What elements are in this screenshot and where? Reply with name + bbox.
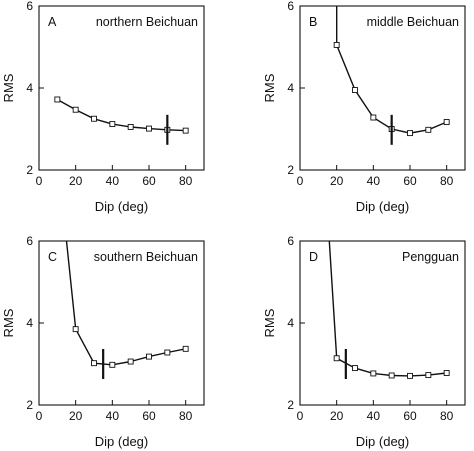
panel-d-x-tick-label: 40 xyxy=(367,409,381,423)
panel-a-y-tick-label: 4 xyxy=(26,81,33,95)
panel-d-y-axis-label: RMS xyxy=(262,308,277,337)
panel-d-x-tick-label: 0 xyxy=(297,409,304,423)
panel-d-data-point xyxy=(352,365,358,372)
panel-b-x-tick-label: 40 xyxy=(367,174,381,188)
panel-d: 0 20 40 60 80 2 4 6 D Pengguan Dip (deg) RMS xyxy=(262,234,466,449)
panel-d-ticks: 0 20 40 60 80 2 4 6 xyxy=(287,234,453,423)
panel-c-data-point xyxy=(109,361,116,368)
panel-c-letter: C xyxy=(48,250,57,264)
panel-d-rms-curve xyxy=(328,241,447,377)
panel-d-data-point xyxy=(425,372,432,379)
panel-a-data-point xyxy=(146,125,152,132)
panel-b-x-tick-label: 60 xyxy=(403,174,417,188)
panel-c-data-point xyxy=(164,349,171,356)
panel-c-title: southern Beichuan xyxy=(94,250,198,264)
panel-c-x-tick-label: 20 xyxy=(69,409,83,423)
panel-c: 0 20 40 60 80 2 4 6 C southern Beichuan Dip (de… xyxy=(1,234,205,449)
panel-a-y-axis-label: RMS xyxy=(1,73,16,102)
panel-c-ticks: 0 20 40 60 80 2 4 6 xyxy=(26,234,192,423)
panel-c-x-tick-label: 0 xyxy=(36,409,43,423)
panel-a-x-tick-label: 0 xyxy=(36,174,43,188)
panel-a-data-point xyxy=(72,106,79,113)
panel-b-y-tick-label: 4 xyxy=(287,81,294,95)
panel-c-y-tick-label: 6 xyxy=(26,234,33,248)
panel-b-letter: B xyxy=(309,15,317,29)
panel-c-x-tick-label: 60 xyxy=(142,409,156,423)
panel-b: 0 20 40 60 80 2 4 6 B middle Beichuan Dip (deg)… xyxy=(262,0,466,214)
panel-d-data-point xyxy=(333,355,340,362)
panel-c-series xyxy=(65,241,189,379)
panel-d-x-tick-label: 20 xyxy=(330,409,344,423)
panel-a-frame xyxy=(38,5,205,171)
panel-b-data-point xyxy=(370,114,377,121)
panel-b-x-axis-label: Dip (deg) xyxy=(356,199,409,214)
panel-a-ticks: 0 20 40 60 80 2 4 6 xyxy=(26,0,192,188)
panel-a-data-point xyxy=(54,96,61,103)
panel-b-rms-curve xyxy=(336,6,447,134)
panel-b-series xyxy=(333,6,450,145)
panel-a-data-point xyxy=(182,127,189,134)
panel-c-x-tick-label: 80 xyxy=(179,409,193,423)
panel-d-series xyxy=(328,241,450,379)
panel-c-x-tick-label: 40 xyxy=(106,409,120,423)
panel-d-title: Pengguan xyxy=(402,250,459,264)
panel-c-y-tick-label: 2 xyxy=(26,398,33,412)
panel-a-data-point xyxy=(127,123,134,130)
panel-a-letter: A xyxy=(48,15,57,29)
panel-d-data-point xyxy=(388,372,395,379)
panel-d-letter: D xyxy=(309,250,318,264)
panel-c-y-tick-label: 4 xyxy=(26,316,33,330)
panel-c-frame xyxy=(38,240,205,406)
panel-d-y-tick-label: 2 xyxy=(287,398,294,412)
panel-a-y-tick-label: 2 xyxy=(26,163,33,177)
panel-b-y-axis-label: RMS xyxy=(262,73,277,102)
panel-c-data-point xyxy=(127,358,134,365)
panel-b-frame xyxy=(299,5,466,171)
panel-a-data-point xyxy=(109,121,116,128)
panel-a-x-axis-label: Dip (deg) xyxy=(95,199,148,214)
panel-a-x-tick-label: 60 xyxy=(142,174,156,188)
panel-b-data-point xyxy=(425,126,432,133)
panel-d-x-tick-label: 60 xyxy=(403,409,417,423)
panel-c-data-point xyxy=(91,360,97,367)
panel-d-data-point xyxy=(443,370,450,376)
panel-b-x-tick-label: 80 xyxy=(440,174,454,188)
panel-b-ticks: 0 20 40 60 80 2 4 6 xyxy=(287,0,453,188)
panel-a-title: northern Beichuan xyxy=(96,15,198,29)
panel-c-data-point xyxy=(72,326,79,333)
panel-b-x-tick-label: 20 xyxy=(330,174,344,188)
panel-c-data-point xyxy=(182,345,189,352)
panel-b-title: middle Beichuan xyxy=(367,15,459,29)
panel-a: 0 20 40 60 80 2 4 6 A northern Beichuan Dip (de… xyxy=(1,0,205,214)
panel-b-data-point xyxy=(407,130,413,137)
panel-a-series xyxy=(54,96,189,145)
panel-a-rms-curve xyxy=(56,98,186,132)
panel-a-data-point xyxy=(91,115,97,122)
panel-d-y-tick-label: 6 xyxy=(287,234,294,248)
panel-a-x-tick-label: 80 xyxy=(179,174,193,188)
panel-b-data-point xyxy=(333,42,340,48)
panel-c-rms-curve xyxy=(65,241,186,366)
panel-c-x-axis-label: Dip (deg) xyxy=(95,434,148,449)
panel-d-frame xyxy=(299,240,466,406)
panel-b-x-tick-label: 0 xyxy=(297,174,304,188)
panel-d-y-tick-label: 4 xyxy=(287,316,294,330)
panel-b-y-tick-label: 2 xyxy=(287,163,294,177)
panel-a-y-tick-label: 6 xyxy=(26,0,33,13)
panel-c-data-point xyxy=(146,353,152,360)
panel-a-x-tick-label: 40 xyxy=(106,174,120,188)
panel-b-data-point xyxy=(443,119,450,125)
panel-a-x-tick-label: 20 xyxy=(69,174,83,188)
panel-d-x-tick-label: 80 xyxy=(440,409,454,423)
panel-b-y-tick-label: 6 xyxy=(287,0,294,13)
panel-d-x-axis-label: Dip (deg) xyxy=(356,434,409,449)
panel-d-data-point xyxy=(407,372,413,379)
panel-c-y-axis-label: RMS xyxy=(1,308,16,337)
panel-d-data-point xyxy=(370,370,377,377)
panel-b-data-point xyxy=(352,87,358,94)
